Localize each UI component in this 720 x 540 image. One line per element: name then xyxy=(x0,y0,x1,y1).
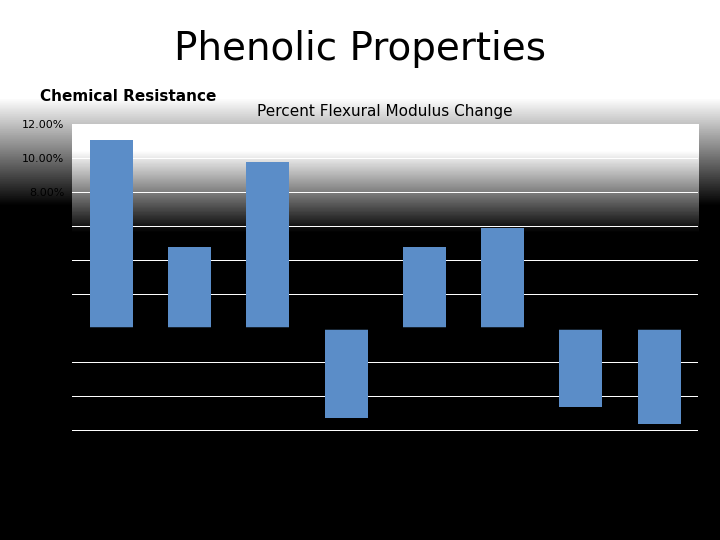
Text: Chemical Resistance: Chemical Resistance xyxy=(40,89,216,104)
Bar xyxy=(481,228,524,328)
Bar xyxy=(325,328,368,418)
Bar xyxy=(402,247,446,328)
Bar xyxy=(559,328,603,407)
Bar xyxy=(89,139,132,328)
Bar xyxy=(246,161,289,328)
Title: Percent Flexural Modulus Change: Percent Flexural Modulus Change xyxy=(257,104,513,119)
Text: Phenolic Properties: Phenolic Properties xyxy=(174,30,546,68)
Bar xyxy=(168,247,211,328)
Bar xyxy=(638,328,681,423)
